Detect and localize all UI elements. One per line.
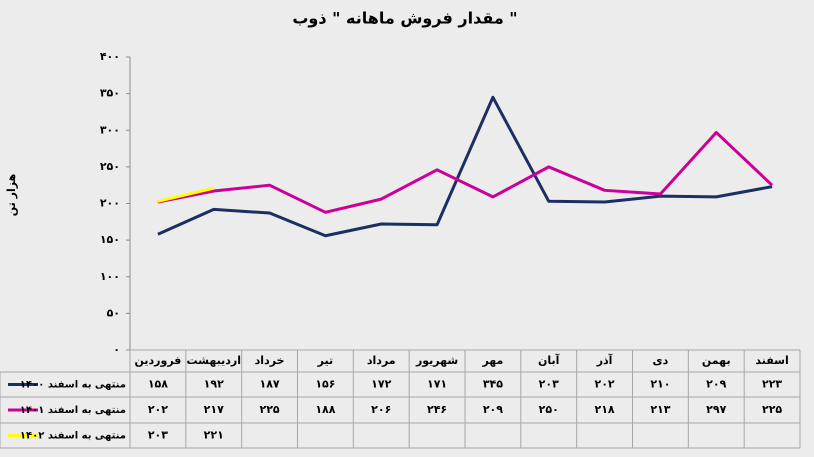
legend-label: منتهی به اسفند ۱۴۰۰ bbox=[20, 380, 126, 391]
table-value: ۱۵۸ bbox=[148, 378, 168, 391]
table-value: ۲۰۲ bbox=[148, 403, 168, 416]
x-tick-label: خرداد bbox=[255, 354, 285, 367]
x-tick-label: بهمن bbox=[702, 354, 731, 367]
table-value: ۲۵۰ bbox=[539, 403, 559, 416]
table-value: ۱۷۱ bbox=[427, 378, 447, 391]
x-tick-label: مرداد bbox=[367, 354, 396, 367]
y-tick-label: ۱۰۰ bbox=[100, 270, 120, 283]
y-tick-label: ۲۵۰ bbox=[100, 160, 120, 173]
table-value: ۲۰۳ bbox=[539, 378, 559, 391]
table-value: ۱۷۲ bbox=[371, 378, 391, 391]
x-tick-label: شهریور bbox=[415, 354, 458, 367]
x-tick-label: دی bbox=[653, 354, 669, 367]
table-value: ۱۸۷ bbox=[260, 378, 280, 391]
series-line bbox=[157, 95, 773, 238]
table-value: ۱۸۸ bbox=[315, 403, 335, 416]
y-tick-label: ۵۰ bbox=[107, 306, 120, 319]
x-tick-label: فروردین bbox=[134, 354, 181, 367]
x-tick-label: آبان bbox=[538, 353, 560, 367]
y-axis-title: هزار تن bbox=[5, 174, 18, 216]
table-value: ۲۹۷ bbox=[706, 403, 726, 416]
table-value: ۲۰۹ bbox=[706, 378, 726, 391]
x-tick-label: آذر bbox=[596, 353, 613, 367]
table-value: ۲۱۷ bbox=[204, 403, 224, 416]
legend-label: منتهی به اسفند ۱۴۰۲ bbox=[20, 431, 126, 442]
chart-title: مقدار فروش ماهانه " ذوب " bbox=[292, 9, 517, 28]
table-value: ۱۵۶ bbox=[315, 378, 335, 391]
y-tick-label: ۲۰۰ bbox=[100, 197, 120, 210]
x-tick-label: مهر bbox=[481, 354, 503, 367]
table-value: ۲۱۸ bbox=[595, 403, 615, 416]
x-tick-label: اردیبهشت bbox=[187, 354, 241, 367]
y-tick-label: ۴۰۰ bbox=[100, 50, 120, 63]
series-line bbox=[157, 186, 215, 203]
legend-label: منتهی به اسفند ۱۴۰۱ bbox=[20, 405, 126, 416]
table-value: ۲۲۵ bbox=[762, 403, 782, 416]
table-value: ۲۰۶ bbox=[371, 403, 391, 416]
series-line bbox=[157, 130, 774, 214]
y-tick-label: ٠ bbox=[113, 343, 120, 356]
table-value: ۲۱۳ bbox=[650, 403, 670, 416]
table-value: ۲۰۳ bbox=[148, 429, 168, 442]
x-tick-label: تیر bbox=[317, 354, 333, 367]
table-value: ۲۱۰ bbox=[650, 378, 670, 391]
x-tick-label: اسفند bbox=[755, 354, 788, 367]
table-value: ۲۲۳ bbox=[762, 378, 782, 391]
table-value: ۳۴۵ bbox=[483, 378, 503, 391]
table-value: ۱۹۲ bbox=[204, 378, 224, 391]
table-value: ۲۴۶ bbox=[427, 403, 447, 416]
y-tick-label: ۳۵۰ bbox=[100, 87, 120, 100]
table-value: ۲۲۵ bbox=[260, 403, 280, 416]
y-tick-label: ۳۰۰ bbox=[100, 123, 120, 136]
y-tick-label: ۱۵۰ bbox=[100, 233, 120, 246]
table-value: ۲۰۲ bbox=[595, 378, 615, 391]
table-value: ۲۰۹ bbox=[483, 403, 503, 416]
table-value: ۲۲۱ bbox=[204, 429, 224, 442]
